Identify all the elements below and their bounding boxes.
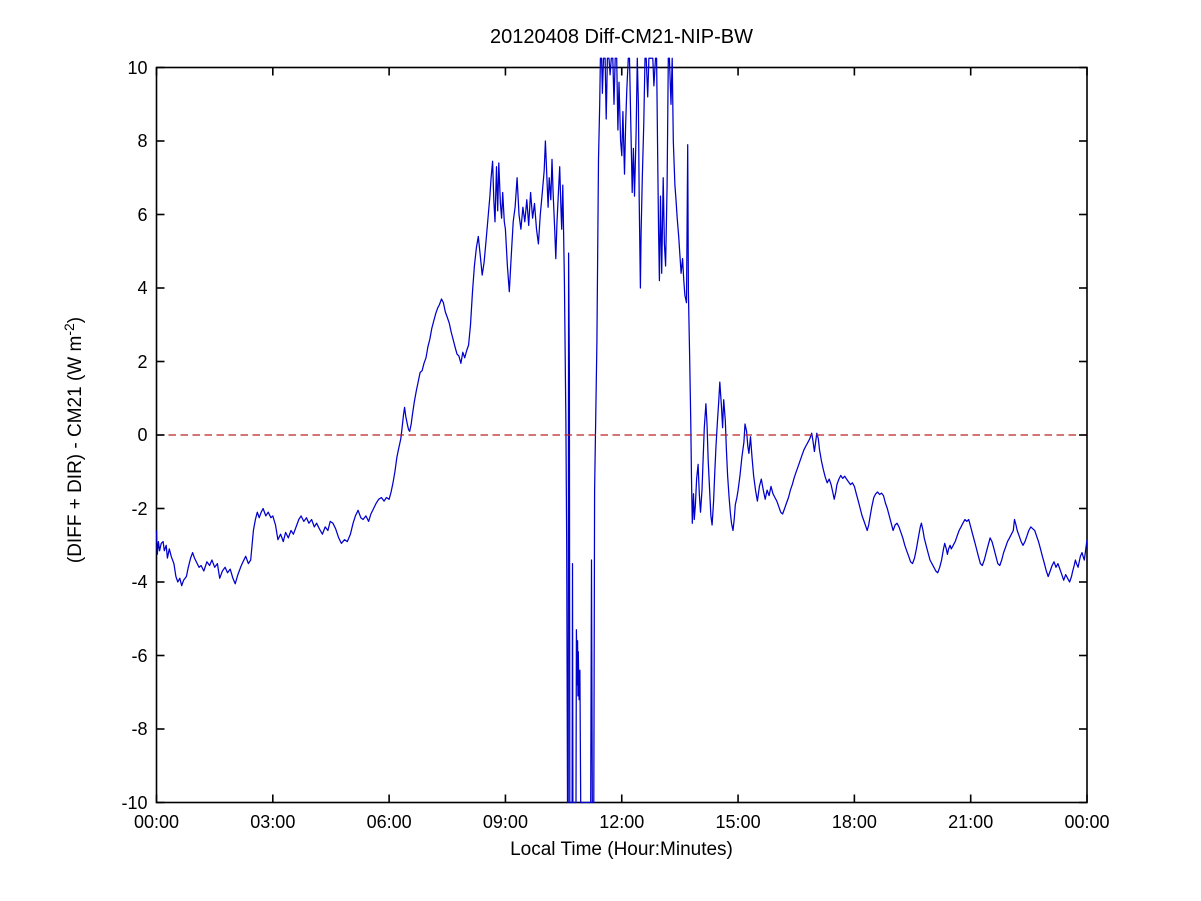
y-axis-label-superscript: -2 xyxy=(61,323,77,336)
axes-layer xyxy=(155,66,1088,804)
x-tick-label: 15:00 xyxy=(715,812,761,832)
chart-title: 20120408 Diff-CM21-NIP-BW xyxy=(489,26,754,48)
y-tick-label: -10 xyxy=(121,792,148,813)
x-tick-label: 12:00 xyxy=(599,812,645,832)
y-tick-label: 0 xyxy=(137,425,148,445)
y-tick-label: -2 xyxy=(131,498,148,519)
y-tick-label: -4 xyxy=(131,572,148,592)
x-axis-label: Local Time (Hour:Minutes) xyxy=(510,839,733,860)
y-tick-label: 8 xyxy=(137,131,148,151)
y-tick-label: 10 xyxy=(127,57,148,78)
y-tick-label: 2 xyxy=(137,351,148,372)
x-tick-label: 00:00 xyxy=(1064,812,1110,832)
x-tick-label: 21:00 xyxy=(948,812,994,832)
x-tick-label: 03:00 xyxy=(250,812,296,832)
y-tick-label: 6 xyxy=(137,204,148,225)
x-tick-label: 09:00 xyxy=(482,812,528,832)
x-tick-label: 18:00 xyxy=(831,812,877,832)
data-series-line xyxy=(155,57,1088,804)
y-tick-label: 4 xyxy=(137,278,148,298)
y-tick-label: -8 xyxy=(131,719,148,739)
y-tick-label: -6 xyxy=(131,645,148,666)
axis-ticks xyxy=(155,66,1088,804)
x-tick-label: 00:00 xyxy=(133,812,180,832)
x-tick-label: 06:00 xyxy=(366,812,412,832)
